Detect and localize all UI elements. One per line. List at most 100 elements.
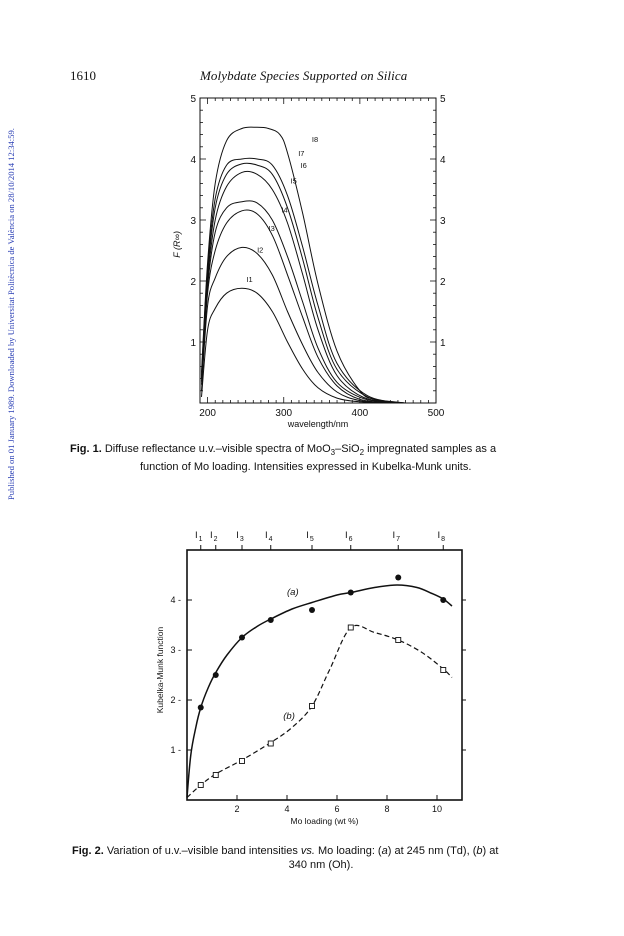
caption-text: Variation of u.v.–visible band intensiti…	[106, 845, 301, 857]
plot-frame	[199, 97, 437, 404]
sample-label-subscript: 5	[310, 536, 314, 543]
sample-label-subscript: 8	[441, 536, 445, 543]
y-tick-label-right: 2	[440, 277, 446, 288]
figure-2-caption-line-1: Fig. 2. Variation of u.v.–visible band i…	[72, 844, 570, 858]
caption-text: Diffuse reflectance u.v.–visible spectra…	[104, 443, 331, 455]
spectrum-curve-i5	[201, 170, 398, 404]
point-b-5	[309, 703, 315, 709]
point-a-8	[440, 597, 447, 603]
sample-label-subscript: 2	[214, 536, 218, 543]
subscript: 3	[330, 448, 336, 458]
figure-2-label: Fig. 2.	[72, 845, 104, 857]
figure-2-chart: 2 4 6 8 10 1 - 2 - 3 - 4 - Mo loading (wt %) Kubel…	[155, 530, 466, 826]
sample-label-5: I5	[306, 530, 314, 543]
running-title: Molybdate Species Supported on Silica	[200, 68, 408, 83]
y-tick-label-left: 2	[190, 277, 196, 288]
curve-label-i3: I3	[269, 224, 275, 233]
caption-text: ) at 245 nm (Td), (	[387, 845, 477, 857]
sample-label-3: I3	[236, 530, 244, 543]
y-tick-label-right: 4	[440, 155, 446, 166]
caption-text: vs.	[300, 845, 315, 857]
caption-text: Mo loading: (	[314, 845, 382, 857]
point-b-2	[212, 772, 219, 778]
sample-label-subscript: 7	[396, 536, 400, 543]
x-axis-label: Mo loading (wt %)	[290, 816, 358, 826]
curve-label-i5: I5	[291, 176, 297, 185]
point-a-3	[239, 634, 245, 641]
curve-b-label: (b)	[283, 711, 295, 722]
page-number: 1610	[70, 68, 96, 83]
point-a-2	[212, 672, 219, 678]
point-a-5	[309, 607, 315, 613]
curve-label-i8: I8	[312, 135, 318, 144]
point-b-1	[197, 782, 204, 788]
figure-1-caption-line-1: Fig. 1. Diffuse reflectance u.v.–visible…	[70, 442, 568, 460]
spectrum-curve-i2	[201, 246, 391, 404]
sample-label-subscript: 4	[269, 536, 273, 543]
subscript: 2	[359, 448, 365, 458]
x-tick-label: 8	[384, 804, 389, 814]
sample-label-4: I4	[265, 530, 273, 543]
caption-text: impregnated samples as a	[364, 443, 497, 455]
y-tick-label: 3 -	[170, 645, 181, 655]
plot-frame	[186, 549, 463, 801]
sample-label-subscript: 3	[240, 536, 244, 543]
y-tick-label-right: 5	[440, 94, 446, 105]
y-tick-label-right: 1	[440, 338, 446, 349]
x-axis-label: wavelength/nm	[287, 419, 349, 429]
point-b-3	[239, 758, 245, 764]
figure-1-caption: Fig. 1. Diffuse reflectance u.v.–visible…	[70, 442, 568, 474]
y-tick-label-left: 5	[190, 94, 196, 105]
figure-1-chart: 200 300 400 500 1 2 3 4 5 1 2 3 4 5 wavelength/nm F (R∞…	[172, 94, 446, 429]
point-a-4	[267, 617, 274, 623]
sample-label-subscript: 1	[199, 536, 203, 543]
y-tick-label-left: 1	[190, 338, 196, 349]
point-b-6	[347, 624, 354, 631]
y-tick-label: 4 -	[170, 595, 181, 605]
spectrum-curve-i8	[201, 126, 406, 404]
curve-label-i7: I7	[298, 149, 304, 158]
curve-label-i4: I4	[281, 206, 287, 215]
figure-2-caption-line-2: 340 nm (Oh).	[288, 859, 354, 871]
sample-label-2: I2	[210, 530, 218, 543]
sample-label-8: I8	[437, 530, 445, 543]
caption-text: ) at	[482, 845, 499, 857]
x-tick-label: 6	[334, 804, 339, 814]
point-a-1	[197, 704, 204, 711]
figure-1-label: Fig. 1.	[70, 443, 102, 455]
figure-1-caption-line-2: function of Mo loading. Intensities expr…	[140, 461, 472, 474]
spectrum-curve-i6	[201, 162, 402, 404]
sample-label-subscript: 6	[349, 536, 353, 543]
x-tick-label: 400	[352, 408, 369, 419]
point-b-8	[440, 667, 447, 673]
spectrum-curve-i4	[201, 200, 395, 404]
y-tick-label-left: 3	[190, 216, 196, 227]
y-tick-label: 1 -	[170, 745, 181, 755]
y-tick-label: 2 -	[170, 695, 181, 705]
curve-label-i6: I6	[300, 161, 306, 170]
figure-2-caption: Fig. 2. Variation of u.v.–visible band i…	[72, 844, 570, 872]
sample-label-7: I7	[392, 530, 400, 543]
spectrum-curve-i3	[201, 209, 391, 404]
sample-label-6: I6	[345, 530, 353, 543]
spectrum-curve-i1	[201, 287, 391, 404]
caption-text: a	[381, 845, 388, 857]
caption-text: b	[476, 845, 483, 857]
curve-label-i2: I2	[257, 245, 263, 254]
y-axis-label: Kubelka-Munk function	[155, 626, 165, 713]
x-tick-label: 500	[428, 408, 445, 419]
y-axis-label: F (R∞)	[172, 231, 182, 258]
curve-label-i1: I1	[246, 275, 252, 284]
x-tick-label: 10	[432, 804, 442, 814]
caption-text: –SiO	[335, 443, 360, 455]
y-tick-label-right: 3	[440, 216, 446, 227]
curve-b-line	[186, 624, 453, 798]
x-tick-label: 2	[234, 804, 239, 814]
point-a-6	[347, 589, 354, 596]
curve-a-label: (a)	[287, 587, 299, 598]
point-b-4	[267, 740, 274, 747]
x-tick-label: 200	[199, 408, 216, 419]
point-b-7	[395, 637, 402, 643]
x-tick-label: 4	[284, 804, 289, 814]
x-tick-label: 300	[275, 408, 292, 419]
